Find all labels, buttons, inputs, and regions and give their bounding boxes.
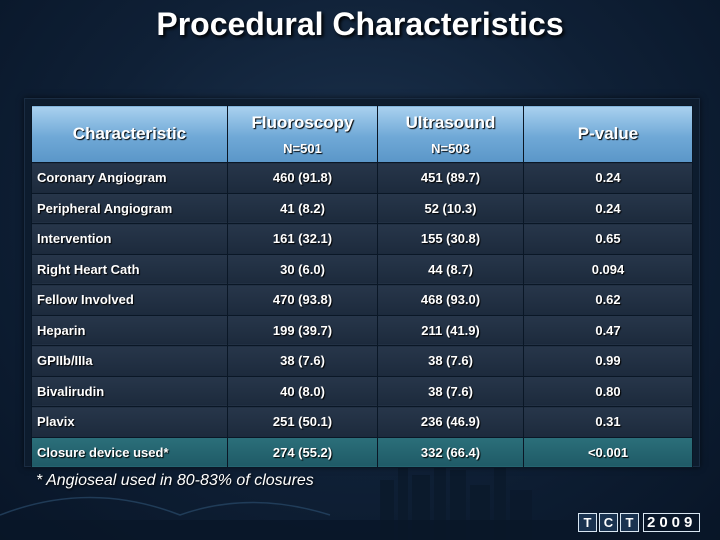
tct-2009-logo: T C T 2009 bbox=[578, 512, 701, 532]
fluoroscopy-value: 40 (8.0) bbox=[227, 375, 378, 407]
row-label: Intervention bbox=[31, 223, 228, 255]
fluoroscopy-value: 251 (50.1) bbox=[227, 406, 378, 438]
table-row: Coronary Angiogram 460 (91.8) 451 (89.7)… bbox=[31, 162, 693, 194]
row-label: Heparin bbox=[31, 314, 228, 346]
row-label: GPIIb/IIIa bbox=[31, 345, 228, 377]
ultrasound-value: 38 (7.6) bbox=[377, 345, 524, 377]
ultrasound-value: 38 (7.6) bbox=[377, 375, 524, 407]
row-label: Peripheral Angiogram bbox=[31, 192, 228, 224]
ultrasound-value: 44 (8.7) bbox=[377, 253, 524, 285]
table-row: Fellow Involved 470 (93.8) 468 (93.0) 0.… bbox=[31, 284, 693, 316]
header-ultrasound-label: Ultrasound bbox=[405, 112, 496, 132]
p-value: 0.31 bbox=[523, 406, 693, 438]
p-value: 0.62 bbox=[523, 284, 693, 316]
logo-year: 2009 bbox=[643, 512, 701, 532]
header-pvalue: P-value bbox=[523, 105, 693, 163]
fluoroscopy-value: 38 (7.6) bbox=[227, 345, 378, 377]
ultrasound-value: 468 (93.0) bbox=[377, 284, 524, 316]
p-value: 0.24 bbox=[523, 162, 693, 194]
row-label: Fellow Involved bbox=[31, 284, 228, 316]
header-ultrasound: Ultrasound N=503 bbox=[377, 105, 524, 163]
table-row: Intervention 161 (32.1) 155 (30.8) 0.65 bbox=[31, 223, 693, 255]
table-header-row: Characteristic Fluoroscopy N=501 Ultraso… bbox=[31, 105, 693, 163]
header-ultrasound-n: N=503 bbox=[431, 140, 470, 156]
logo-letter: T bbox=[578, 512, 597, 532]
header-fluoroscopy-label: Fluoroscopy bbox=[251, 112, 354, 132]
slide-title: Procedural Characteristics bbox=[156, 6, 564, 42]
table-row: Heparin 199 (39.7) 211 (41.9) 0.47 bbox=[31, 314, 693, 346]
row-label: Closure device used* bbox=[31, 436, 228, 468]
ultrasound-value: 236 (46.9) bbox=[377, 406, 524, 438]
row-label: Coronary Angiogram bbox=[31, 162, 228, 194]
p-value: 0.80 bbox=[523, 375, 693, 407]
header-fluoroscopy-n: N=501 bbox=[283, 140, 322, 156]
logo-letter: T bbox=[620, 512, 639, 532]
row-label: Plavix bbox=[31, 406, 228, 438]
p-value: 0.65 bbox=[523, 223, 693, 255]
table-row: Plavix 251 (50.1) 236 (46.9) 0.31 bbox=[31, 406, 693, 438]
results-table-container: Characteristic Fluoroscopy N=501 Ultraso… bbox=[24, 98, 700, 468]
ultrasound-value: 155 (30.8) bbox=[377, 223, 524, 255]
header-characteristic: Characteristic bbox=[31, 105, 228, 163]
logo-letter: C bbox=[599, 512, 618, 532]
ultrasound-value: 451 (89.7) bbox=[377, 162, 524, 194]
fluoroscopy-value: 30 (6.0) bbox=[227, 253, 378, 285]
table-row: GPIIb/IIIa 38 (7.6) 38 (7.6) 0.99 bbox=[31, 345, 693, 377]
row-label: Bivalirudin bbox=[31, 375, 228, 407]
fluoroscopy-value: 274 (55.2) bbox=[227, 436, 378, 468]
ultrasound-value: 211 (41.9) bbox=[377, 314, 524, 346]
ultrasound-value: 52 (10.3) bbox=[377, 192, 524, 224]
table-row: Bivalirudin 40 (8.0) 38 (7.6) 0.80 bbox=[31, 375, 693, 407]
procedural-characteristics-table: Characteristic Fluoroscopy N=501 Ultraso… bbox=[31, 105, 693, 468]
p-value: <0.001 bbox=[523, 436, 693, 468]
fluoroscopy-value: 199 (39.7) bbox=[227, 314, 378, 346]
p-value: 0.24 bbox=[523, 192, 693, 224]
fluoroscopy-value: 470 (93.8) bbox=[227, 284, 378, 316]
footnote: * Angioseal used in 80-83% of closures bbox=[36, 472, 314, 489]
p-value: 0.094 bbox=[523, 253, 693, 285]
fluoroscopy-value: 161 (32.1) bbox=[227, 223, 378, 255]
ultrasound-value: 332 (66.4) bbox=[377, 436, 524, 468]
header-fluoroscopy: Fluoroscopy N=501 bbox=[227, 105, 378, 163]
table-row-highlighted: Closure device used* 274 (55.2) 332 (66.… bbox=[31, 436, 693, 468]
table-row: Right Heart Cath 30 (6.0) 44 (8.7) 0.094 bbox=[31, 253, 693, 285]
p-value: 0.47 bbox=[523, 314, 693, 346]
fluoroscopy-value: 41 (8.2) bbox=[227, 192, 378, 224]
row-label: Right Heart Cath bbox=[31, 253, 228, 285]
p-value: 0.99 bbox=[523, 345, 693, 377]
fluoroscopy-value: 460 (91.8) bbox=[227, 162, 378, 194]
table-row: Peripheral Angiogram 41 (8.2) 52 (10.3) … bbox=[31, 192, 693, 224]
